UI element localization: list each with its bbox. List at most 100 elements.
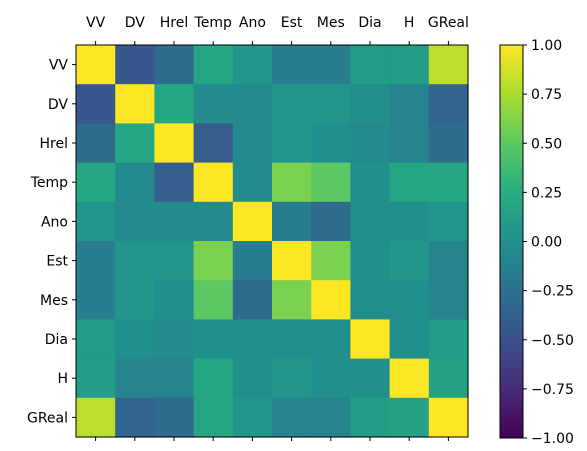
heatmap-cell-ano-h <box>389 201 430 242</box>
heatmap-cell-vv-dv <box>115 45 155 85</box>
heatmap-cell-dia-vv <box>76 319 116 360</box>
heatmap-cell-est-mes <box>311 241 351 281</box>
y-axis-ticks: VV DV Hrel Temp Ano Est Mes Dia H GReal <box>27 58 76 426</box>
x-tick-label-h: H <box>404 15 415 31</box>
heatmap-cell-greal-h <box>389 397 430 438</box>
heatmap-cell-dia-dv <box>115 319 155 360</box>
heatmap-cells <box>76 45 469 438</box>
heatmap-cell-vv-greal <box>428 45 469 85</box>
heatmap-cell-hrel-ano <box>232 123 273 164</box>
heatmap-cell-hrel-est <box>272 123 312 164</box>
heatmap-cell-vv-temp <box>193 45 234 85</box>
heatmap-cell-est-temp <box>193 241 234 281</box>
heatmap-cell-temp-est <box>272 162 312 203</box>
heatmap-cell-mes-greal <box>428 280 469 320</box>
x-tick-label-mes: Mes <box>317 15 345 31</box>
heatmap-cell-temp-greal <box>428 162 469 203</box>
heatmap-cell-temp-h <box>389 162 430 203</box>
x-tick-label-vv: VV <box>86 15 106 31</box>
heatmap-cell-h-hrel <box>154 358 195 399</box>
heatmap-cell-mes-hrel <box>154 280 195 320</box>
y-tick-label-h: H <box>57 371 68 387</box>
heatmap-cell-temp-ano <box>232 162 273 203</box>
heatmap-cell-vv-vv <box>76 45 116 85</box>
heatmap-cell-dv-dv <box>115 84 155 124</box>
heatmap-cell-temp-dv <box>115 162 155 203</box>
heatmap-cell-vv-ano <box>232 45 273 85</box>
heatmap-cell-h-dv <box>115 358 155 399</box>
heatmap-cell-mes-ano <box>232 280 273 320</box>
y-tick-label-est: Est <box>46 254 68 270</box>
heatmap-cell-est-h <box>389 241 430 281</box>
heatmap-cell-h-dia <box>350 358 391 399</box>
colorbar-tick-label-7: −0.75 <box>531 382 574 398</box>
colorbar-tick-label-4: 0.00 <box>531 235 562 251</box>
x-tick-label-est: Est <box>281 15 303 31</box>
heatmap-cell-dia-hrel <box>154 319 195 360</box>
heatmap-cell-mes-temp <box>193 280 234 320</box>
heatmap-cell-dv-mes <box>311 84 351 124</box>
x-tick-label-hrel: Hrel <box>160 15 188 31</box>
heatmap-cell-hrel-dv <box>115 123 155 164</box>
heatmap-cell-ano-dia <box>350 201 391 242</box>
colorbar-tick-label-3: 0.25 <box>531 185 562 201</box>
colorbar <box>499 44 524 439</box>
heatmap-cell-hrel-greal <box>428 123 469 164</box>
heatmap-cell-dv-hrel <box>154 84 195 124</box>
x-tick-label-dv: DV <box>125 15 146 31</box>
heatmap-cell-dv-h <box>389 84 430 124</box>
heatmap-cell-ano-mes <box>311 201 351 242</box>
heatmap-cell-greal-temp <box>193 397 234 438</box>
heatmap-cell-est-hrel <box>154 241 195 281</box>
heatmap-cell-hrel-h <box>389 123 430 164</box>
heatmap-cell-h-ano <box>232 358 273 399</box>
heatmap-cell-temp-vv <box>76 162 116 203</box>
heatmap-cell-h-est <box>272 358 312 399</box>
heatmap-cell-h-greal <box>428 358 469 399</box>
colorbar-tick-label-8: −1.00 <box>531 431 574 447</box>
heatmap-cell-est-greal <box>428 241 469 281</box>
heatmap-cell-est-est <box>272 241 312 281</box>
y-tick-label-dv: DV <box>48 97 69 113</box>
colorbar-tick-label-5: −0.25 <box>531 284 574 300</box>
heatmap-cell-ano-ano <box>232 201 273 242</box>
heatmap-cell-ano-hrel <box>154 201 195 242</box>
heatmap-cell-greal-vv <box>76 397 116 438</box>
y-tick-label-ano: Ano <box>41 214 68 230</box>
heatmap-cell-greal-hrel <box>154 397 195 438</box>
heatmap-cell-ano-greal <box>428 201 469 242</box>
heatmap-cell-dv-greal <box>428 84 469 124</box>
heatmap-cell-ano-temp <box>193 201 234 242</box>
x-tick-label-dia: Dia <box>358 15 381 31</box>
heatmap-cell-dv-est <box>272 84 312 124</box>
heatmap-cell-ano-vv <box>76 201 116 242</box>
colorbar-tick-label-1: 0.75 <box>531 87 562 103</box>
y-tick-label-vv: VV <box>49 58 69 74</box>
heatmap-cell-dia-mes <box>311 319 351 360</box>
heatmap-cell-est-vv <box>76 241 116 281</box>
heatmap-cell-mes-h <box>389 280 430 320</box>
heatmap-cell-dv-temp <box>193 84 234 124</box>
heatmap-cell-dia-ano <box>232 319 273 360</box>
x-axis-ticks: VV DV Hrel Temp Ano Est Mes Dia H GReal <box>86 15 469 441</box>
heatmap-cell-hrel-hrel <box>154 123 195 164</box>
heatmap-cell-mes-mes <box>311 280 351 320</box>
heatmap-cell-temp-hrel <box>154 162 195 203</box>
heatmap-cell-vv-h <box>389 45 430 85</box>
y-tick-label-temp: Temp <box>30 175 68 191</box>
heatmap-cell-greal-est <box>272 397 312 438</box>
colorbar-tick-label-2: 0.50 <box>531 136 562 152</box>
plot-frame <box>75 44 469 438</box>
heatmap-cell-dv-ano <box>232 84 273 124</box>
heatmap-cell-greal-mes <box>311 397 351 438</box>
heatmap-cell-hrel-temp <box>193 123 234 164</box>
heatmap-cell-h-temp <box>193 358 234 399</box>
heatmap-cell-greal-dv <box>115 397 155 438</box>
heatmap-cell-dia-est <box>272 319 312 360</box>
heatmap-cell-h-h <box>389 358 430 399</box>
heatmap-cell-temp-temp <box>193 162 234 203</box>
heatmap-cell-dia-temp <box>193 319 234 360</box>
colorbar-tick-label-0: 1.00 <box>531 38 562 54</box>
x-tick-label-ano: Ano <box>239 15 266 31</box>
